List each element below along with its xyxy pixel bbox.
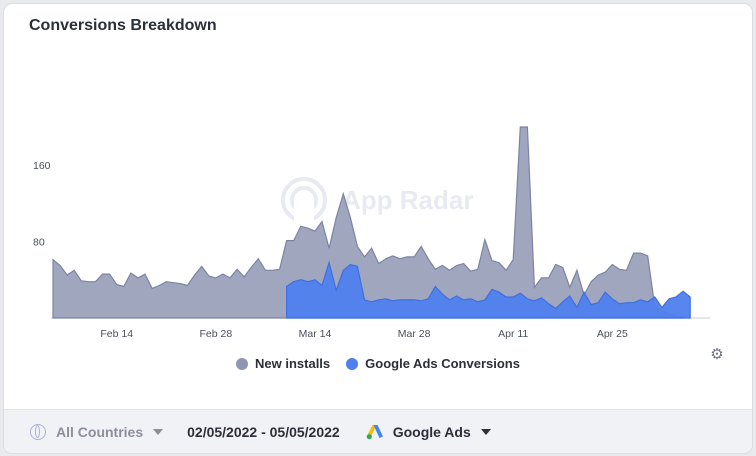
conversions-card: Conversions Breakdown App Radar 80 160 Feb… [3,3,753,454]
globe-icon [30,424,46,440]
date-range-picker[interactable]: 02/05/2022 - 05/05/2022 [187,424,340,440]
filter-bar: All Countries 02/05/2022 - 05/05/2022 Go… [4,409,752,453]
x-tick-label: Apr 11 [498,328,528,340]
app-radar-watermark: App Radar [280,176,473,224]
chevron-down-icon [153,429,164,435]
x-tick-label: Feb 28 [199,328,232,340]
legend-swatch-new-installs [236,357,249,370]
conversions-chart: 80 160 Feb 14 Feb 28 Mar 14 Mar 28 Apr 11 Apr 2… [33,126,710,340]
app-radar-logo-icon [281,177,327,224]
legend-label-google-ads-conversions: Google Ads Conversions [365,356,520,371]
countries-dropdown[interactable]: All Countries [30,424,164,440]
countries-label: All Countries [56,424,144,440]
chart-legend: New installs Google Ads Conversions [4,356,752,371]
legend-swatch-google-ads-conversions [346,357,359,370]
watermark-text: App Radar [342,184,474,215]
x-tick-label: Mar 14 [299,328,332,340]
series-area-new-installs [52,126,684,319]
y-tick-label: 80 [33,237,45,249]
y-tick-label: 160 [33,160,51,172]
source-label: Google Ads [392,424,471,440]
x-tick-label: Apr 25 [597,328,628,340]
source-dropdown[interactable]: Google Ads [366,424,491,440]
card-title: Conversions Breakdown [29,17,217,34]
legend-label-new-installs: New installs [255,356,331,371]
series-area-google-ads-conversions [285,260,691,319]
chevron-down-icon [480,429,491,435]
legend-item-new-installs[interactable]: New installs [236,356,330,371]
gear-icon[interactable]: ⚙ [710,346,724,363]
google-ads-icon [366,425,383,440]
x-tick-label: Mar 28 [398,328,431,340]
x-tick-label: Feb 14 [100,328,133,340]
legend-item-google-ads-conversions[interactable]: Google Ads Conversions [346,356,520,371]
